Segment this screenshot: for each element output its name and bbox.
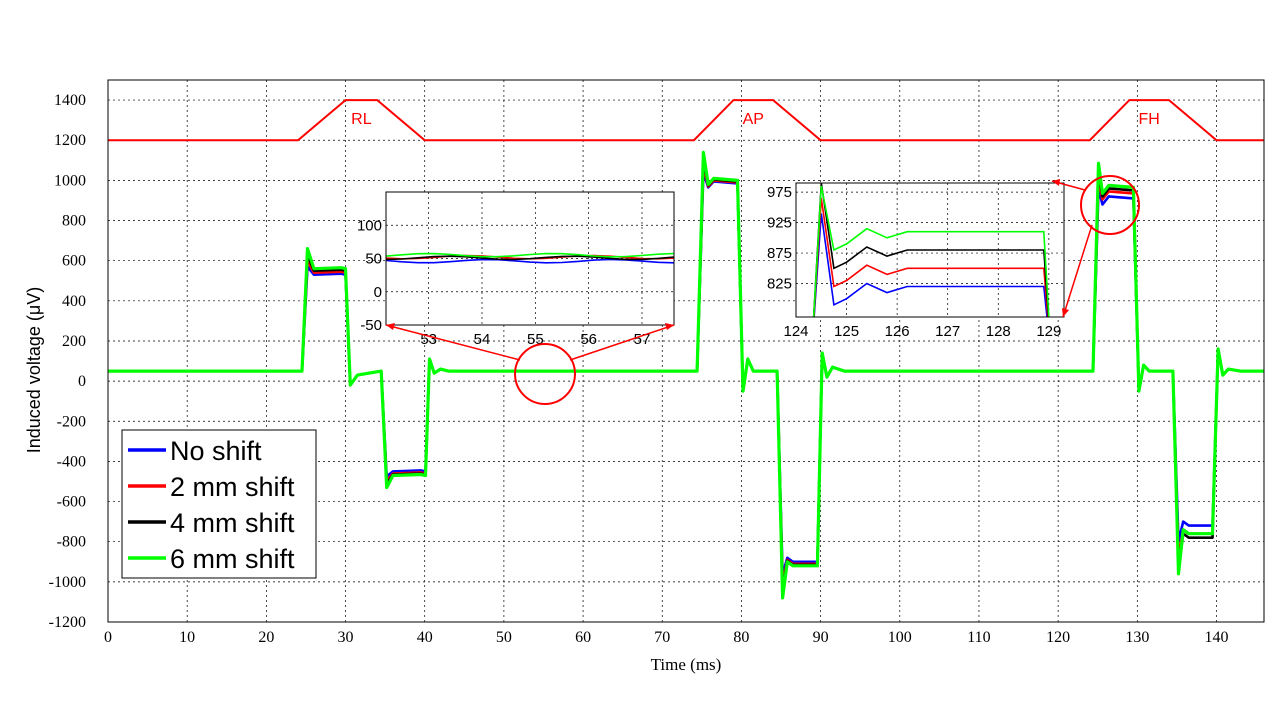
y-tick-label: 800 xyxy=(62,213,86,230)
inset-series-3 xyxy=(386,252,674,258)
inset-y-tick: 975 xyxy=(767,184,792,201)
legend-entry: No shift xyxy=(170,436,262,466)
y-tick-label: 0 xyxy=(78,373,86,390)
y-tick-label: 1000 xyxy=(54,172,86,189)
y-tick-label: 1200 xyxy=(54,132,86,149)
y-tick-label: -1000 xyxy=(49,574,86,591)
x-tick-label: 120 xyxy=(1046,629,1070,646)
inset-x-tick: 126 xyxy=(885,323,910,340)
inset-x-tick: 129 xyxy=(1036,323,1061,340)
inset-y-tick: 100 xyxy=(357,217,382,234)
y-tick-label: -400 xyxy=(57,453,86,470)
plot-frame xyxy=(107,79,1265,623)
inset-x-tick: 57 xyxy=(634,331,651,348)
y-axis-ticks: 1400 1200 1000 800 600 400 200 0 -200 -400 -600 -80… xyxy=(49,92,86,631)
y-tick-label: 600 xyxy=(62,253,86,270)
x-tick-label: 20 xyxy=(258,629,274,646)
x-tick-label: 0 xyxy=(104,629,112,646)
inset-x-tick: 53 xyxy=(420,331,437,348)
pulse-label-rl: RL xyxy=(351,111,372,128)
x-tick-label: 10 xyxy=(179,629,195,646)
inset-series-1 xyxy=(813,198,1049,317)
inset-y-tick: 925 xyxy=(767,215,792,232)
inset-y-tick: 875 xyxy=(767,245,792,262)
gradient-trace xyxy=(108,99,1264,142)
zoom-circle-baseline xyxy=(514,343,576,405)
inset-x-tick: 124 xyxy=(783,323,808,340)
x-tick-label: 70 xyxy=(654,629,670,646)
y-tick-label: -1200 xyxy=(49,614,86,631)
x-tick-label: 50 xyxy=(496,629,512,646)
inset-series-2 xyxy=(386,255,674,261)
legend-entry: 6 mm shift xyxy=(170,544,295,574)
x-axis-label: Time (ms) xyxy=(651,655,722,674)
inset-fh-plateau-zoom: 124 125 126 127 128 129 975 925 875 825 xyxy=(767,182,1065,340)
inset-x-tick: 54 xyxy=(474,331,491,348)
inset-series-3 xyxy=(812,185,1050,317)
x-tick-label: 40 xyxy=(417,629,433,646)
gradient-pulse-markers xyxy=(108,99,1264,142)
y-tick-label: 200 xyxy=(62,333,86,350)
callout-arrowheads xyxy=(386,179,1069,330)
legend-entry: 2 mm shift xyxy=(170,472,295,502)
x-tick-label: 30 xyxy=(338,629,354,646)
y-tick-label: -600 xyxy=(57,494,86,511)
x-tick-label: 90 xyxy=(813,629,829,646)
legend-entry: 4 mm shift xyxy=(170,508,295,538)
legend: No shift 2 mm shift 4 mm shift 6 mm shift xyxy=(121,429,317,579)
inset-x-tick: 127 xyxy=(935,323,960,340)
inset-x-tick: 125 xyxy=(834,323,859,340)
inset-x-tick: 56 xyxy=(580,331,597,348)
inset-x-tick: 128 xyxy=(986,323,1011,340)
inset-series-0 xyxy=(813,213,1048,317)
inset-y-tick: 0 xyxy=(374,284,382,301)
y-tick-label: -800 xyxy=(57,534,86,551)
x-axis-ticks: 0 10 20 30 40 50 60 70 80 90 100 110 120 130 140 xyxy=(104,629,1228,646)
y-tick-label: 1400 xyxy=(54,92,86,109)
series-line-3 xyxy=(108,150,1264,600)
x-tick-label: 80 xyxy=(733,629,749,646)
pulse-label-fh: FH xyxy=(1139,111,1160,128)
inset-y-tick: 825 xyxy=(767,276,792,293)
zoom-callouts xyxy=(385,175,1140,405)
y-axis-label: Induced voltage (μV) xyxy=(24,287,44,453)
x-tick-label: 140 xyxy=(1204,629,1228,646)
x-tick-label: 130 xyxy=(1125,629,1149,646)
gradient-pulse-labels: RL AP FH xyxy=(351,111,1160,128)
inset-y-tick: 50 xyxy=(365,251,382,268)
main-series-group xyxy=(108,150,1264,600)
zoom-circle-fh xyxy=(1080,175,1140,235)
pulse-label-ap: AP xyxy=(743,111,764,128)
y-tick-label: -200 xyxy=(57,413,86,430)
x-tick-label: 100 xyxy=(888,629,912,646)
x-tick-label: 110 xyxy=(967,629,990,646)
inset-y-tick: -50 xyxy=(360,317,382,334)
y-tick-label: 400 xyxy=(62,293,86,310)
x-tick-label: 60 xyxy=(575,629,591,646)
